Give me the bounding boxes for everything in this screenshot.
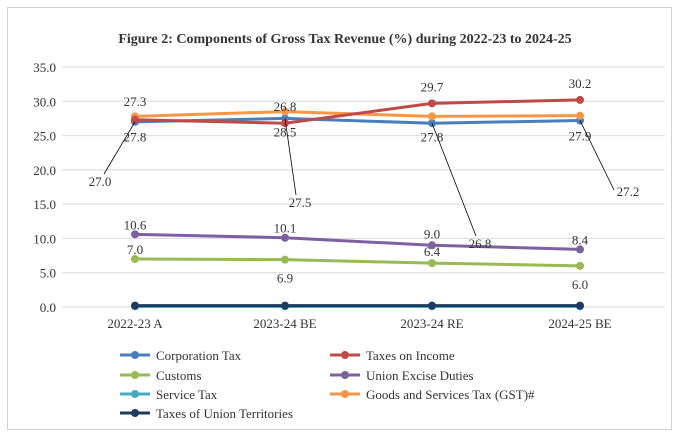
series-line: [134, 98, 581, 125]
y-tick-label: 0.0: [40, 300, 56, 315]
y-tick-label: 10.0: [33, 231, 56, 246]
legend-label: Taxes on Income: [366, 348, 455, 363]
data-label: 7.0: [127, 242, 143, 257]
data-label: 27.5: [289, 195, 312, 210]
data-label: 27.2: [617, 184, 640, 199]
legend-marker: [341, 371, 349, 379]
x-tick-label: 2023-24 RE: [400, 316, 463, 331]
legend-label: Taxes of Union Territories: [156, 406, 293, 421]
data-label: 8.4: [572, 232, 589, 247]
data-label: 10.1: [274, 221, 297, 236]
data-point: [576, 245, 584, 254]
y-tick-label: 5.0: [40, 266, 56, 281]
x-tick-label: 2023-24 BE: [253, 316, 316, 331]
data-point: [131, 230, 139, 239]
legend-marker: [341, 351, 349, 359]
data-label: 26.8: [274, 99, 297, 114]
data-label: 26.8: [469, 236, 492, 251]
legend-label: Union Excise Duties: [366, 368, 474, 383]
leader-line: [284, 118, 297, 196]
data-point: [576, 261, 584, 270]
chart-frame: [7, 7, 672, 430]
data-point: [131, 301, 139, 310]
data-point: [576, 111, 584, 120]
data-point: [281, 301, 289, 310]
legend-label: Goods and Services Tax (GST)#: [366, 387, 535, 402]
data-label: 10.6: [124, 217, 147, 232]
leader-line: [579, 120, 615, 191]
x-tick-label: 2024-25 BE: [548, 316, 611, 331]
data-point: [428, 241, 436, 250]
data-label: 6.9: [277, 271, 293, 286]
data-point: [281, 233, 289, 242]
data-point: [428, 99, 436, 108]
series-line: [134, 257, 581, 268]
data-label: 9.0: [424, 226, 440, 241]
data-point: [576, 301, 584, 310]
y-tick-label: 20.0: [33, 163, 56, 178]
y-tick-label: 15.0: [33, 197, 56, 212]
data-point: [428, 301, 436, 310]
leader-line: [431, 123, 477, 237]
data-label: 28.5: [274, 125, 297, 140]
legend-marker: [131, 409, 139, 417]
leader-line: [103, 121, 136, 175]
data-point: [131, 115, 139, 124]
legend-marker: [341, 390, 349, 398]
data-label: 30.2: [569, 76, 592, 91]
legend-label: Service Tax: [156, 387, 218, 402]
data-point: [428, 112, 436, 121]
legend-marker: [131, 390, 139, 398]
legend-label: Corporation Tax: [156, 348, 242, 363]
data-point: [131, 255, 139, 263]
data-label: 27.8: [124, 129, 147, 144]
legend-label: Customs: [156, 368, 202, 383]
legend-marker: [131, 371, 139, 379]
data-point: [281, 107, 289, 116]
data-label: 6.0: [572, 277, 588, 292]
data-point: [281, 255, 289, 264]
y-tick-label: 30.0: [33, 94, 56, 109]
data-label: 27.8: [421, 129, 444, 144]
data-point: [281, 119, 289, 128]
x-tick-label: 2022-23 A: [107, 316, 163, 331]
data-point: [428, 259, 436, 268]
data-point: [576, 95, 584, 104]
data-label: 29.7: [421, 79, 444, 94]
legend-marker: [131, 351, 139, 359]
data-label: 6.4: [424, 244, 441, 259]
data-label: 27.3: [124, 94, 147, 109]
data-label: 27.0: [89, 174, 112, 189]
y-tick-label: 35.0: [33, 60, 56, 75]
series-line: [134, 232, 581, 251]
y-tick-label: 25.0: [33, 129, 56, 144]
chart-title: Figure 2: Components of Gross Tax Revenu…: [118, 32, 571, 47]
